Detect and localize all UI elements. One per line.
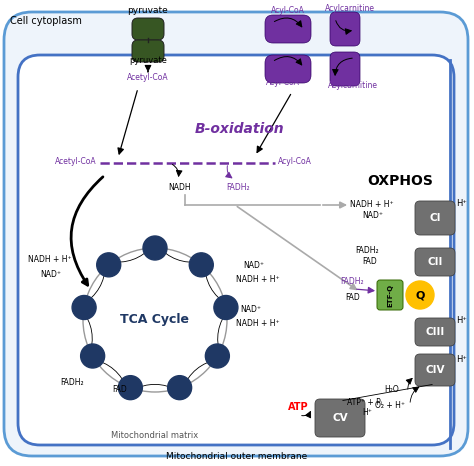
Text: B-oxidation: B-oxidation	[195, 122, 285, 136]
Circle shape	[118, 376, 142, 400]
FancyBboxPatch shape	[415, 354, 455, 386]
Text: TCA Cycle: TCA Cycle	[120, 314, 190, 327]
FancyBboxPatch shape	[132, 18, 164, 40]
Text: Acetyl-CoA: Acetyl-CoA	[55, 158, 97, 166]
Text: CIV: CIV	[425, 365, 445, 375]
Text: NAD⁺: NAD⁺	[362, 211, 383, 220]
FancyBboxPatch shape	[330, 52, 360, 86]
Circle shape	[406, 281, 434, 309]
FancyBboxPatch shape	[265, 55, 311, 83]
Text: CIII: CIII	[425, 327, 445, 337]
FancyBboxPatch shape	[265, 15, 311, 43]
FancyBboxPatch shape	[415, 201, 455, 235]
Text: ETF-Q: ETF-Q	[387, 283, 393, 307]
Text: FAD: FAD	[113, 385, 128, 394]
Text: OXPHOS: OXPHOS	[367, 174, 433, 188]
Text: H⁺: H⁺	[456, 199, 467, 208]
Text: NADH: NADH	[169, 183, 191, 192]
FancyBboxPatch shape	[315, 399, 365, 437]
Circle shape	[168, 376, 191, 400]
Text: H₂O: H₂O	[384, 385, 400, 394]
Text: NADH + H⁺: NADH + H⁺	[28, 255, 72, 264]
Circle shape	[72, 295, 96, 320]
Text: NADH + H⁺: NADH + H⁺	[236, 319, 280, 328]
Text: H⁺: H⁺	[362, 408, 372, 417]
Text: NAD⁺: NAD⁺	[40, 270, 61, 279]
Circle shape	[81, 344, 105, 368]
FancyBboxPatch shape	[377, 280, 403, 310]
Text: H⁺: H⁺	[456, 355, 467, 364]
Text: ATP: ATP	[288, 402, 308, 412]
FancyBboxPatch shape	[18, 55, 454, 445]
Text: Acyl-CoA: Acyl-CoA	[266, 78, 300, 87]
Text: pyruvate: pyruvate	[129, 56, 167, 65]
Text: CI: CI	[429, 213, 441, 223]
Circle shape	[189, 253, 213, 277]
Text: Mitochondrial outer membrane: Mitochondrial outer membrane	[166, 452, 308, 461]
Text: FADH₂: FADH₂	[226, 183, 250, 192]
FancyBboxPatch shape	[132, 40, 164, 62]
FancyBboxPatch shape	[415, 318, 455, 346]
Text: CV: CV	[332, 413, 348, 423]
Text: Cell cytoplasm: Cell cytoplasm	[10, 16, 82, 26]
Text: Acylcarnitine: Acylcarnitine	[325, 4, 375, 13]
Text: Q: Q	[415, 290, 425, 300]
Text: Mitochondrial matrix: Mitochondrial matrix	[111, 431, 199, 440]
Text: Acylcarnitine: Acylcarnitine	[328, 81, 378, 90]
Text: Acyl-CoA: Acyl-CoA	[278, 158, 312, 166]
Text: H⁺: H⁺	[456, 316, 467, 325]
Circle shape	[143, 236, 167, 260]
Text: NAD⁺: NAD⁺	[240, 305, 261, 314]
Text: FADH₂: FADH₂	[60, 378, 84, 387]
Text: FADH₂: FADH₂	[355, 246, 379, 255]
FancyBboxPatch shape	[4, 12, 468, 456]
Circle shape	[97, 253, 121, 277]
FancyBboxPatch shape	[415, 248, 455, 276]
Text: Acyl-CoA: Acyl-CoA	[271, 6, 305, 15]
Text: NAD⁺: NAD⁺	[243, 261, 264, 270]
Text: NADH + H⁺: NADH + H⁺	[350, 200, 393, 209]
Text: CII: CII	[428, 257, 443, 267]
FancyBboxPatch shape	[330, 12, 360, 46]
Text: FADH₂: FADH₂	[340, 277, 364, 286]
Text: Acetyl-CoA: Acetyl-CoA	[127, 73, 169, 82]
Text: O₂ + H⁺: O₂ + H⁺	[375, 401, 405, 410]
Text: NADH + H⁺: NADH + H⁺	[236, 275, 280, 284]
Circle shape	[214, 295, 238, 320]
Text: ATP⁺ + Pᵢ: ATP⁺ + Pᵢ	[347, 398, 383, 407]
Circle shape	[205, 344, 229, 368]
Text: FAD: FAD	[345, 293, 360, 302]
Text: FAD: FAD	[362, 257, 377, 266]
Text: pyruvate: pyruvate	[128, 6, 168, 15]
